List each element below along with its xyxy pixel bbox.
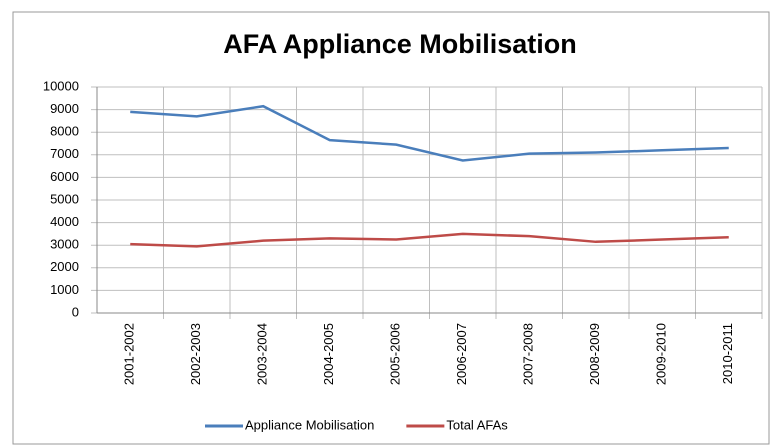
x-tick-label: 2004-2005 (321, 323, 336, 385)
x-tick-label: 2003-2004 (255, 323, 270, 385)
x-tick-label: 2008-2009 (587, 323, 602, 385)
y-tick-label: 0 (72, 304, 79, 319)
y-tick-label: 9000 (50, 101, 79, 116)
x-tick-label: 2001-2002 (122, 323, 137, 385)
y-tick-label: 1000 (50, 282, 79, 297)
y-tick-label: 4000 (50, 214, 79, 229)
chart-border (12, 11, 770, 445)
y-tick-label: 10000 (43, 78, 79, 93)
y-tick-label: 2000 (50, 259, 79, 274)
x-tick-label: 2005-2006 (388, 323, 403, 385)
series-line (130, 104, 729, 162)
x-tick-label: 2009-2010 (654, 323, 669, 385)
legend-label: Total AFAs (446, 417, 508, 432)
x-tick-label: 2010-2011 (720, 323, 735, 384)
legend-label: Appliance Mobilisation (245, 417, 374, 432)
y-tick-label: 6000 (50, 169, 79, 184)
y-tick-label: 8000 (50, 124, 79, 139)
chart-title: AFA Appliance Mobilisation (223, 29, 577, 59)
x-tick-label: 2006-2007 (454, 323, 469, 385)
x-tick-label: 2002-2003 (188, 323, 203, 385)
y-tick-label: 7000 (50, 146, 79, 161)
y-tick-label: 5000 (50, 191, 79, 206)
x-tick-label: 2007-2008 (521, 323, 536, 385)
series-line (130, 232, 729, 248)
y-tick-label: 3000 (50, 237, 79, 252)
